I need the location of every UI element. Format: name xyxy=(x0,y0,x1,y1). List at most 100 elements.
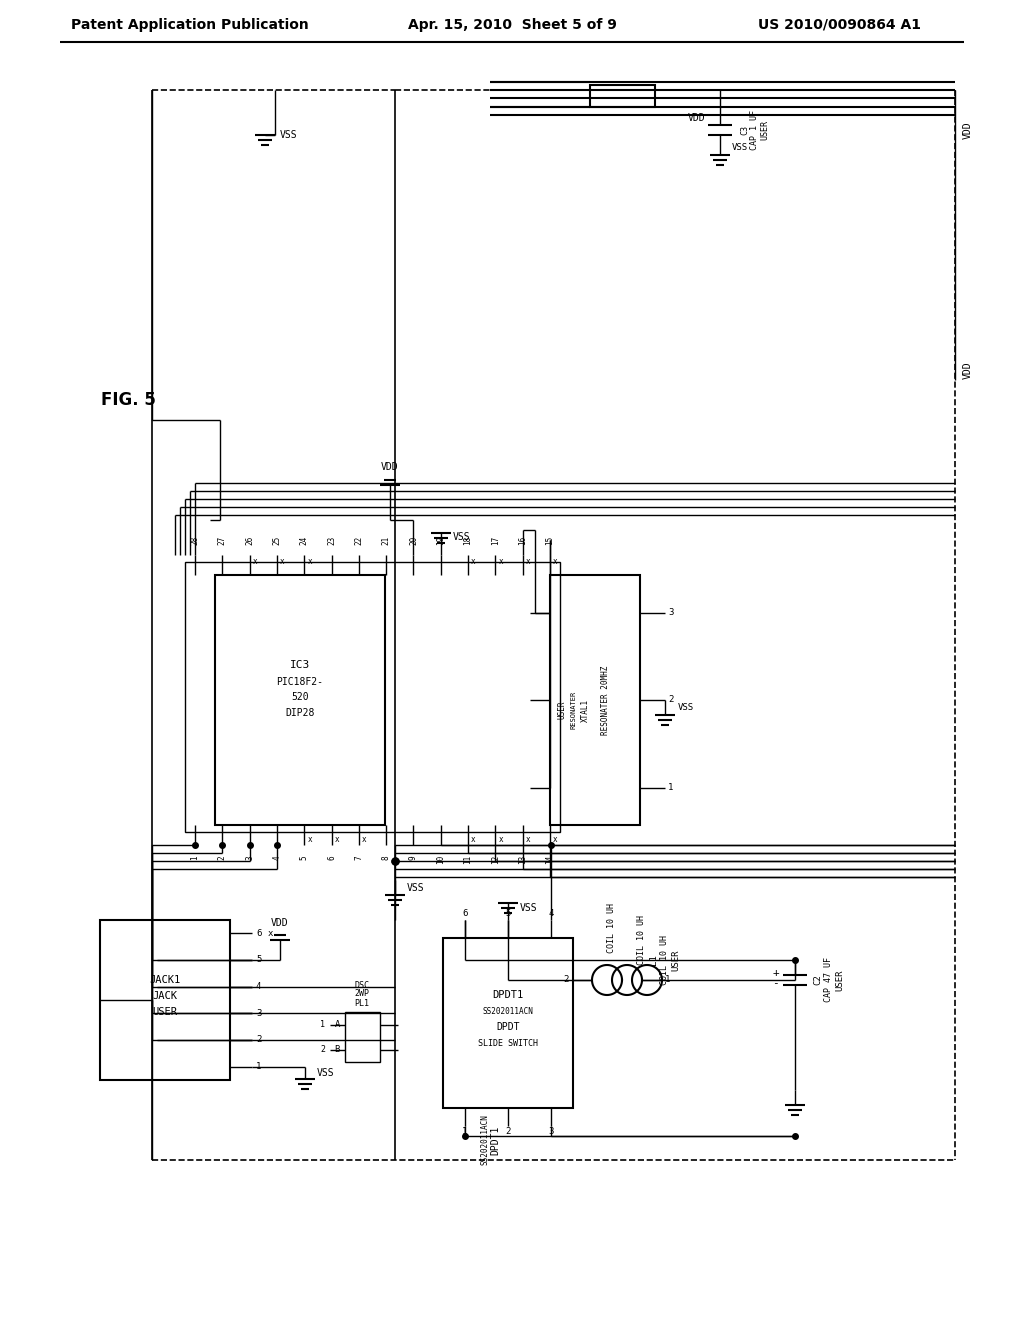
Text: 10: 10 xyxy=(436,855,445,865)
Text: VDD: VDD xyxy=(963,121,973,139)
Text: VSS: VSS xyxy=(453,532,470,543)
Text: RESONATER: RESONATER xyxy=(570,690,575,729)
Text: 27: 27 xyxy=(218,536,226,545)
Text: 11: 11 xyxy=(464,855,473,865)
Text: 4: 4 xyxy=(256,982,261,991)
Text: 16: 16 xyxy=(518,536,527,545)
Text: USER: USER xyxy=(835,969,844,991)
Text: PIC18F2-: PIC18F2- xyxy=(276,677,324,686)
Bar xyxy=(185,562,560,832)
Text: 28: 28 xyxy=(190,536,200,545)
Text: PL1: PL1 xyxy=(354,998,370,1007)
Text: x: x xyxy=(525,557,530,565)
Bar xyxy=(100,920,230,1080)
Text: FIG. 5: FIG. 5 xyxy=(100,391,156,409)
Text: 2WP: 2WP xyxy=(354,990,370,998)
Text: x: x xyxy=(280,557,285,565)
Text: 21: 21 xyxy=(382,536,390,545)
Text: x: x xyxy=(553,557,558,565)
Text: JACK1: JACK1 xyxy=(150,975,180,985)
Text: 5: 5 xyxy=(505,909,511,919)
Text: 20: 20 xyxy=(409,536,418,545)
Text: VSS: VSS xyxy=(317,1068,335,1077)
Text: 5: 5 xyxy=(256,956,261,965)
Text: 12: 12 xyxy=(490,855,500,865)
Text: DPDT1: DPDT1 xyxy=(490,1126,500,1155)
Text: SS202011ACN: SS202011ACN xyxy=(482,1006,534,1015)
Text: 1: 1 xyxy=(256,1063,261,1071)
Text: 13: 13 xyxy=(518,855,527,865)
Text: COIL 10 UH: COIL 10 UH xyxy=(607,903,616,953)
Text: 6: 6 xyxy=(462,909,467,919)
Text: C2: C2 xyxy=(813,974,822,985)
Text: VDD: VDD xyxy=(687,114,705,123)
Text: VDD: VDD xyxy=(271,917,289,928)
Text: 1: 1 xyxy=(462,1127,467,1137)
Text: 15: 15 xyxy=(546,536,555,545)
Text: 8: 8 xyxy=(382,855,390,859)
Text: 2: 2 xyxy=(563,975,569,985)
Text: USER: USER xyxy=(671,949,680,970)
Text: 2: 2 xyxy=(668,696,674,705)
Text: 6: 6 xyxy=(256,929,261,937)
Text: x: x xyxy=(499,834,503,843)
Text: x: x xyxy=(307,834,312,843)
Bar xyxy=(590,84,655,107)
Text: VSS: VSS xyxy=(732,144,749,153)
Text: C3: C3 xyxy=(740,125,749,135)
Text: DPDT: DPDT xyxy=(497,1022,520,1032)
Bar xyxy=(443,939,573,1107)
Text: L1: L1 xyxy=(649,954,658,965)
Text: 19: 19 xyxy=(436,536,445,545)
Text: 9: 9 xyxy=(409,855,418,859)
Text: 1: 1 xyxy=(190,855,200,859)
Text: VSS: VSS xyxy=(520,903,538,913)
Text: 1: 1 xyxy=(665,975,671,985)
Text: 3: 3 xyxy=(668,609,674,616)
Text: x: x xyxy=(499,557,503,565)
Text: x: x xyxy=(361,834,367,843)
Text: Apr. 15, 2010  Sheet 5 of 9: Apr. 15, 2010 Sheet 5 of 9 xyxy=(408,18,616,32)
Text: Patent Application Publication: Patent Application Publication xyxy=(71,18,309,32)
Text: COIL 10 UH: COIL 10 UH xyxy=(637,915,646,965)
Text: x: x xyxy=(553,834,558,843)
Text: 2: 2 xyxy=(256,1035,261,1044)
Text: SS202011ACN: SS202011ACN xyxy=(480,1114,489,1166)
Text: 25: 25 xyxy=(272,536,282,545)
Text: USER: USER xyxy=(557,701,566,719)
Text: 24: 24 xyxy=(300,536,308,545)
Text: VDD: VDD xyxy=(963,362,973,379)
Text: DSC: DSC xyxy=(354,981,370,990)
Text: x: x xyxy=(268,929,273,937)
Text: JACK: JACK xyxy=(153,991,177,1001)
Text: 4: 4 xyxy=(272,855,282,859)
Text: 2: 2 xyxy=(319,1045,325,1053)
Text: 3: 3 xyxy=(245,855,254,859)
Text: x: x xyxy=(471,557,476,565)
Text: 6: 6 xyxy=(327,855,336,859)
Text: XTAL1: XTAL1 xyxy=(581,698,590,722)
Text: 3: 3 xyxy=(256,1008,261,1018)
Text: 26: 26 xyxy=(245,536,254,545)
Text: 14: 14 xyxy=(546,855,555,865)
Text: A: A xyxy=(335,1020,340,1030)
Text: DPDT1: DPDT1 xyxy=(493,990,523,1001)
Text: x: x xyxy=(335,834,339,843)
Text: RESONATER 20MHZ: RESONATER 20MHZ xyxy=(600,665,609,735)
Text: VSS: VSS xyxy=(280,129,298,140)
Text: 3: 3 xyxy=(549,1127,554,1137)
Text: IC3: IC3 xyxy=(290,660,310,671)
Text: 2: 2 xyxy=(218,855,226,859)
Text: VDD: VDD xyxy=(381,462,398,473)
Text: x: x xyxy=(253,557,257,565)
Text: +: + xyxy=(772,968,779,978)
Bar xyxy=(550,576,640,825)
Text: US 2010/0090864 A1: US 2010/0090864 A1 xyxy=(759,18,922,32)
Text: 4: 4 xyxy=(549,909,554,919)
Text: 5: 5 xyxy=(300,855,308,859)
Text: 18: 18 xyxy=(464,536,473,545)
Text: DIP28: DIP28 xyxy=(286,708,314,718)
Text: B: B xyxy=(335,1045,340,1053)
Text: 23: 23 xyxy=(327,536,336,545)
Text: VSS: VSS xyxy=(678,704,694,713)
